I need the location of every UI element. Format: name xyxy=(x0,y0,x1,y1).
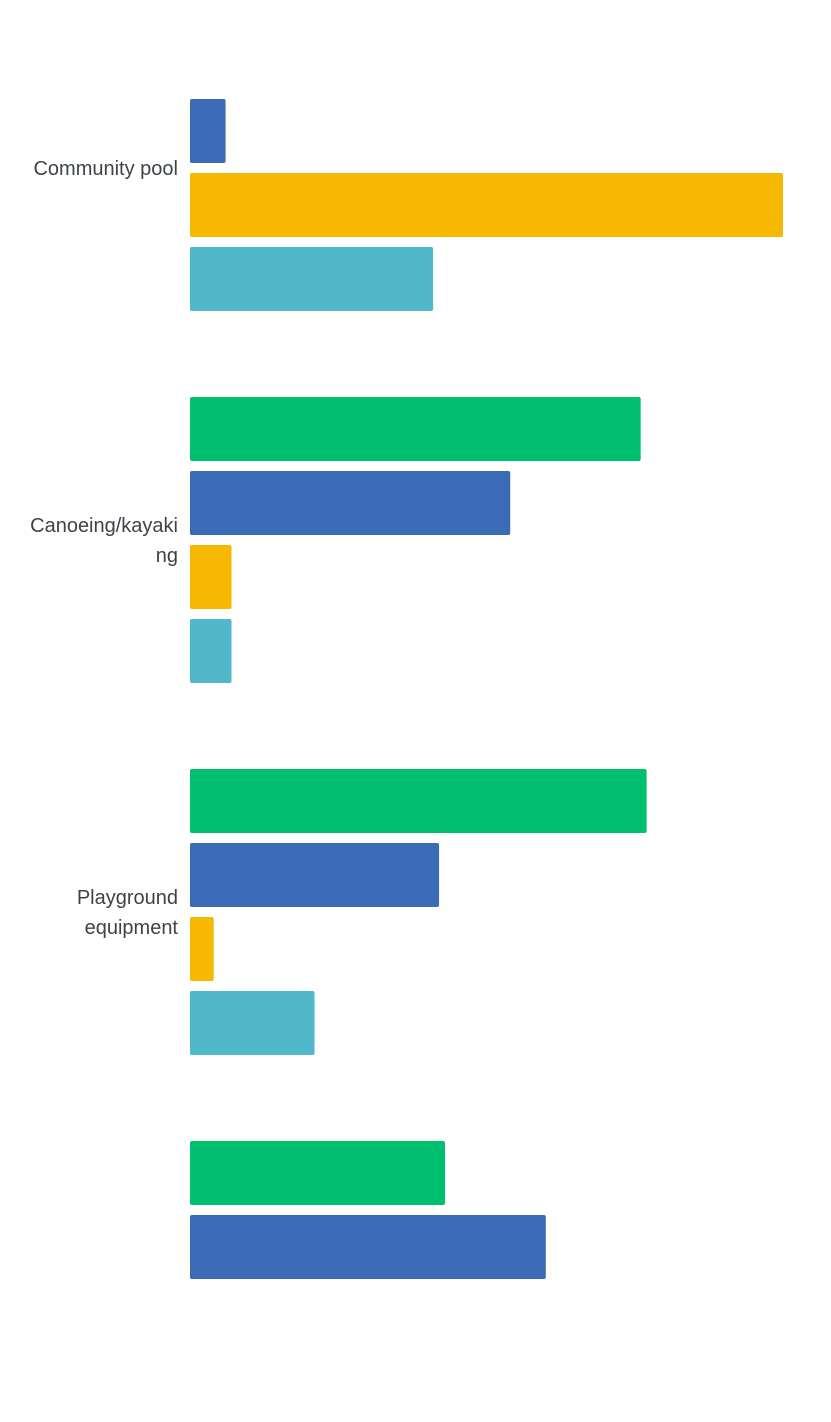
category-label-line: equipment xyxy=(85,917,179,939)
bar-series-2-category-2 xyxy=(190,471,511,535)
bar-series-3-category-1 xyxy=(190,173,783,237)
bar-series-1-category-2 xyxy=(190,397,641,461)
bar-series-4-category-2 xyxy=(190,619,232,683)
category-labels-layer: Community pool Canoeing/kayaki ng Playgroun… xyxy=(30,158,178,939)
bar-series-1-category-4 xyxy=(190,1141,445,1205)
category-label-line: Playground xyxy=(77,887,178,909)
category-label-line: Community pool xyxy=(33,158,178,180)
category-label-line: Canoeing/kayaki xyxy=(30,515,178,537)
bar-series-2-category-3 xyxy=(190,843,440,907)
category-label: Playground equipment xyxy=(77,887,179,939)
category-label-line: ng xyxy=(156,545,178,567)
bar-series-3-category-3 xyxy=(190,917,214,981)
bars-layer xyxy=(190,99,783,1279)
bar-series-2-category-4 xyxy=(190,1215,546,1279)
bar-series-4-category-3 xyxy=(190,991,315,1055)
bar-series-1-category-3 xyxy=(190,769,647,833)
category-label: Canoeing/kayaki ng xyxy=(30,515,178,567)
bar-series-2-category-1 xyxy=(190,99,226,163)
bar-series-4-category-1 xyxy=(190,247,434,311)
bar-series-3-category-2 xyxy=(190,545,232,609)
category-label: Community pool xyxy=(33,158,178,180)
